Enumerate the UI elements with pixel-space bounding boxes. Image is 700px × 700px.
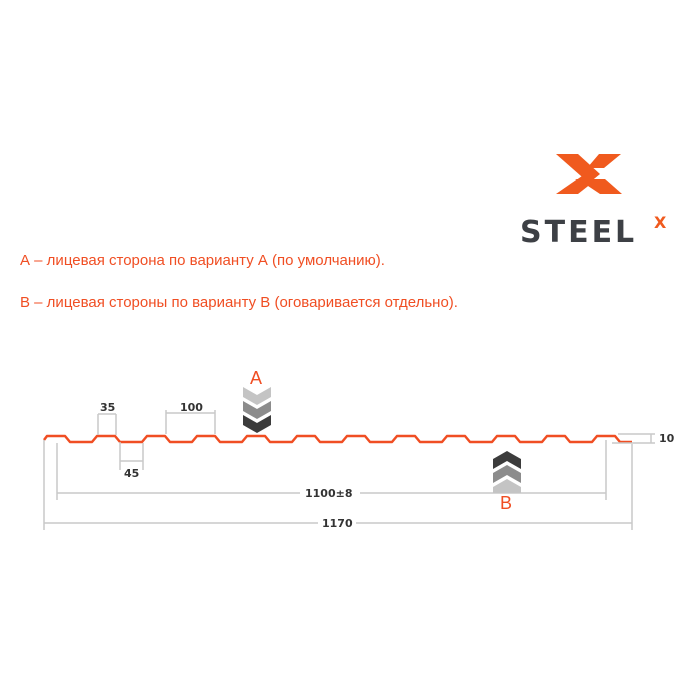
profile-line — [43, 434, 632, 444]
side-a-arrows-icon — [243, 387, 271, 433]
logo-superscript: X — [654, 213, 667, 232]
note-side-a: А – лицевая сторона по варианту А (по ум… — [20, 252, 385, 269]
dimension-lines — [43, 410, 655, 530]
note-side-b: В – лицевая стороны по варианту В (огова… — [20, 294, 458, 311]
side-b-arrows-icon — [493, 451, 521, 493]
side-a-label: A — [250, 368, 262, 388]
logo-text: STEEL — [520, 215, 637, 250]
dim-top-width: 35 — [100, 401, 115, 414]
side-b-label: B — [500, 493, 512, 513]
dim-total-width: 1170 — [322, 517, 353, 530]
dim-pitch: 100 — [180, 401, 203, 414]
dim-useful-width: 1100±8 — [305, 487, 353, 500]
steelx-logo: STEEL X — [520, 154, 667, 250]
dim-height: 10 — [659, 432, 675, 445]
dim-bottom-width: 45 — [124, 467, 139, 480]
